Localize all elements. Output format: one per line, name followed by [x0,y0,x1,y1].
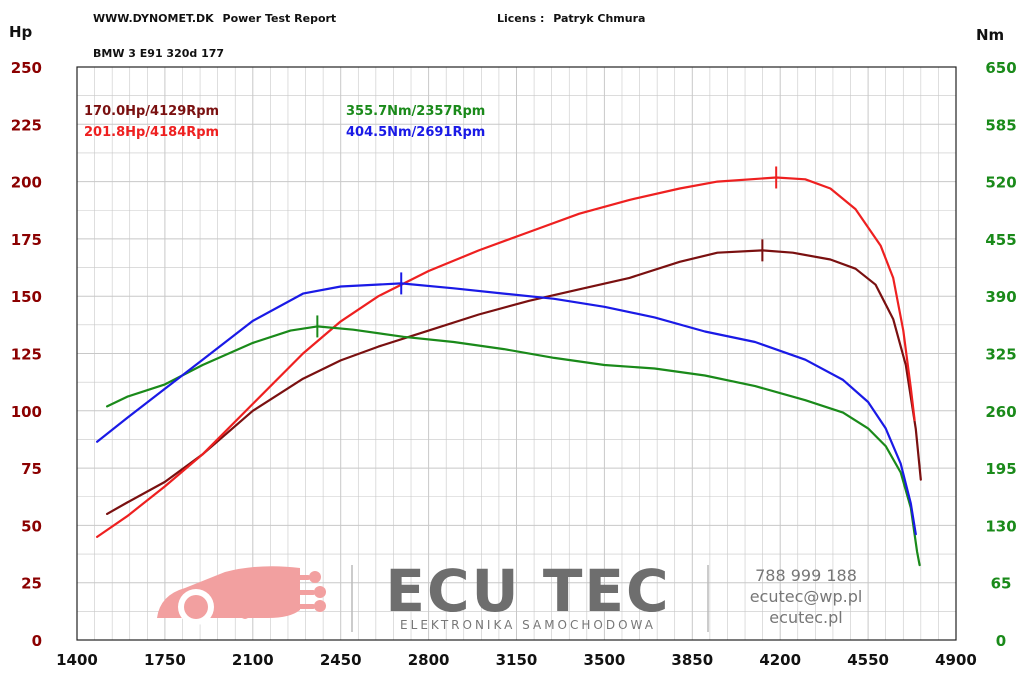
right-tick-label: 390 [985,288,1016,306]
right-axis-title: Nm [976,26,1005,44]
watermark-email: ecutec@wp.pl [750,587,863,606]
right-tick-label: 520 [985,174,1016,192]
x-tick-label: 4550 [847,651,889,669]
peak-label-tuned-nm: 404.5Nm/2691Rpm [346,125,486,140]
left-tick-label: 200 [11,174,42,192]
header-licens: Licens : Patryk Chmura [497,12,645,25]
x-tick-label: 1750 [144,651,186,669]
x-tick-label: 4900 [935,651,977,669]
left-tick-label: 75 [21,460,42,478]
left-axis-title: Hp [9,23,33,41]
header-site: WWW.DYNOMET.DK Power Test Report [93,12,336,25]
left-tick-label: 150 [11,288,42,306]
left-tick-label: 25 [21,575,42,593]
x-tick-label: 3500 [584,651,626,669]
series-line-stock_hp [106,249,922,515]
header-licens-label: Licens : [497,12,545,25]
header-licens-name: Patryk Chmura [553,12,646,25]
right-tick-label: 325 [985,346,1016,364]
peak-label-stock-nm: 355.7Nm/2357Rpm [346,104,486,119]
peak-label-tuned-hp: 201.8Hp/4184Rpm [84,125,220,140]
right-tick-label: 195 [985,460,1016,478]
x-tick-label: 2800 [408,651,450,669]
x-tick-label: 3150 [496,651,538,669]
series-line-stock_nm [106,325,921,567]
peak-label-stock-hp: 170.0Hp/4129Rpm [84,104,220,119]
x-tick-label: 1400 [56,651,98,669]
right-tick-label: 585 [985,116,1016,134]
left-tick-label: 250 [11,59,42,77]
right-tick-label: 650 [985,59,1016,77]
left-tick-label: 50 [21,517,42,535]
header-car: BMW 3 E91 320d 177 [93,47,225,60]
header-site-text: WWW.DYNOMET.DK [93,12,214,25]
series-line-tuned_hp [96,176,916,538]
ecu-tec-watermark: ECU TEC ELEKTRONIKA SAMOCHODOWA 788 999 … [157,557,862,632]
left-tick-label: 175 [11,231,42,249]
x-tick-label: 3850 [671,651,713,669]
right-tick-label: 65 [991,575,1012,593]
left-tick-label: 0 [32,632,42,650]
x-tick-label: 2450 [320,651,362,669]
header-report-text: Power Test Report [222,12,337,25]
right-tick-label: 0 [996,632,1006,650]
left-tick-label: 225 [11,116,42,134]
car-logo [157,566,326,625]
right-tick-label: 455 [985,231,1016,249]
series-line-tuned_nm [96,282,917,536]
chart-axes: 1400 1750 2100 2450 2800 3150 3500 3850 4200 4550… [11,59,1017,669]
right-tick-label: 260 [985,403,1016,421]
right-tick-label: 130 [985,517,1016,535]
plot-frame [76,66,957,641]
watermark-tagline: ELEKTRONIKA SAMOCHODOWA [400,618,656,632]
x-tick-label: 4200 [759,651,801,669]
watermark-site: ecutec.pl [769,608,842,627]
left-tick-label: 100 [11,403,42,421]
x-tick-label: 2100 [232,651,274,669]
watermark-brand: ECU TEC [385,557,670,625]
chart-series [96,166,922,567]
left-tick-label: 125 [11,346,42,364]
watermark-phone: 788 999 188 [755,566,857,585]
